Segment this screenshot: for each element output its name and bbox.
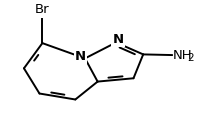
Text: NH: NH — [173, 49, 193, 62]
Text: 2: 2 — [187, 53, 193, 63]
Text: N: N — [75, 50, 86, 63]
Text: Br: Br — [35, 3, 50, 16]
Text: N: N — [112, 33, 124, 46]
